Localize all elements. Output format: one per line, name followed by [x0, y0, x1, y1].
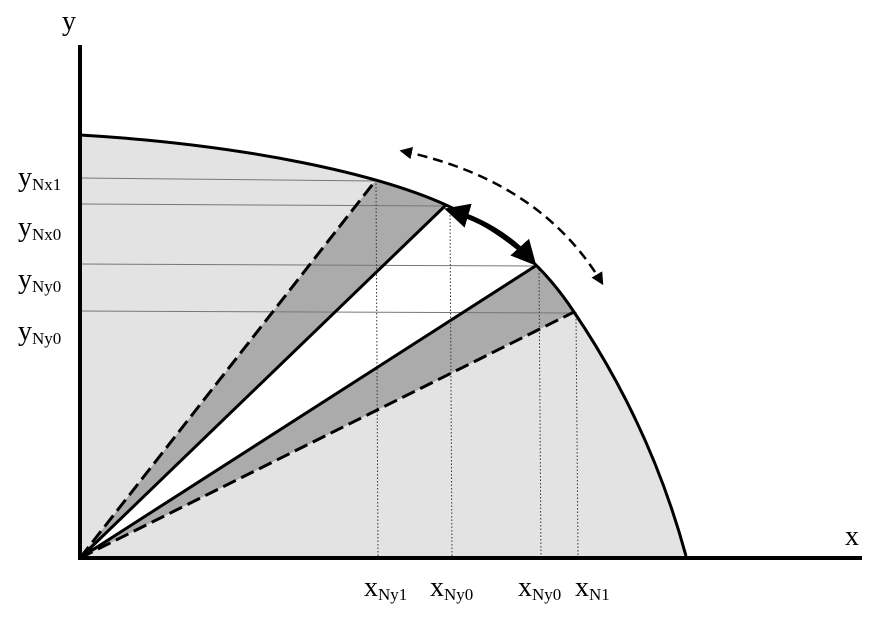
ray-dashed-lower — [79, 310, 575, 560]
x-label: xNy0 — [430, 572, 473, 604]
ray-dashed-upper — [78, 179, 378, 559]
y-label: yNx1 — [18, 162, 61, 194]
white-wedge — [80, 205, 537, 558]
x-label: xNy1 — [364, 572, 407, 604]
ray-solid-lower — [79, 263, 538, 560]
ray-solid-upper — [78, 203, 448, 560]
dashed-arrow — [399, 146, 604, 286]
y-axis-label: y — [62, 6, 76, 37]
y-label: yNy0 — [18, 316, 61, 348]
x-axis-label: x — [845, 521, 859, 552]
x-label: xNy0 — [518, 572, 561, 604]
x-label: xN1 — [575, 572, 610, 604]
y-label: yNy0 — [18, 264, 61, 296]
dark-wedge-upper — [80, 180, 446, 558]
y-label: yNx0 — [18, 212, 61, 244]
